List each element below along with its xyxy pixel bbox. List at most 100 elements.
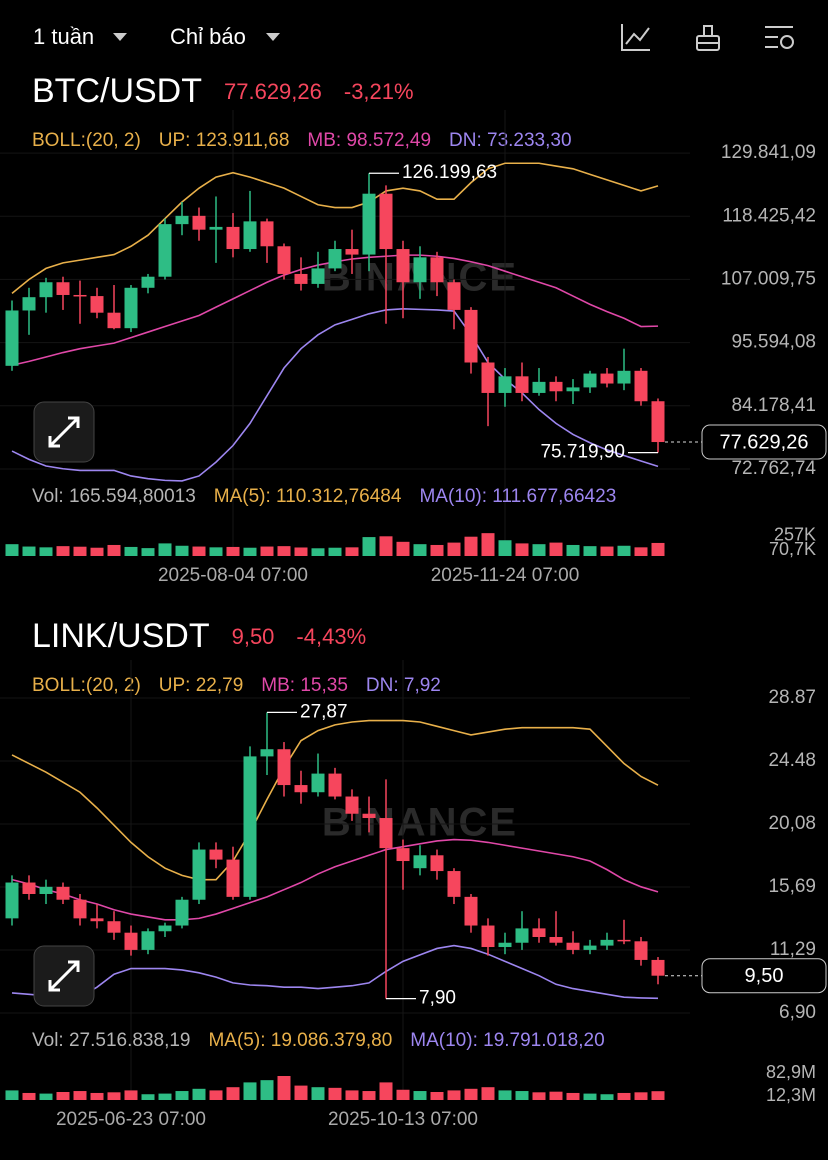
volume-bar [158,1093,172,1100]
date-label: 2025-06-23 07:00 [56,1109,206,1130]
volume-bar [617,545,631,556]
y-tick-label: 20,08 [768,813,816,834]
volume-bar [243,1082,257,1100]
last-price-tag-label: 77.629,26 [720,431,809,453]
volume-bar [379,1082,393,1100]
volume-bar [5,544,19,556]
candle-body [192,215,206,230]
chart-type-icon[interactable] [621,24,650,51]
volume-stat: Vol: 165.594,80013 [32,486,196,507]
volume-stat: MA(5): 19.086.379,80 [208,1030,392,1051]
candle-body [209,849,223,860]
volume-bar [39,547,53,556]
candle-body [532,381,546,393]
volume-bar [107,544,121,556]
pair-header: BTC/USDT 77.629,26 -3,21% [32,72,414,110]
candle-body [22,297,36,311]
candle-body [430,257,444,283]
candle-body [345,249,359,255]
volume-stats: Vol: 165.594,80013 MA(5): 110.312,76484 MA… [32,486,616,507]
volume-bar [90,547,104,556]
settings-icon[interactable] [765,26,794,49]
candle-body [396,848,410,862]
volume-bar [328,547,342,556]
volume-bar [328,1087,342,1100]
candle-body [481,925,495,948]
date-label: 2025-11-24 07:00 [431,565,580,586]
extreme-label: 126.199,63 [402,162,497,183]
volume-bar [209,1090,223,1100]
candle-body [532,928,546,937]
y-tick-label: 84.178,41 [731,395,816,416]
volume-bar [583,546,597,556]
boll-legend: BOLL:(20, 2) UP: 22,79 MB: 15,35 DN: 7,92 [32,675,441,696]
volume-bar [651,1091,665,1100]
last-price: 9,50 [232,624,275,649]
candle-body [56,282,70,295]
boll-name: BOLL:(20, 2) [32,130,141,151]
candle-body [515,376,529,393]
volume-bar [209,547,223,556]
volume-stat: MA(10): 19.791.018,20 [410,1030,604,1051]
volume-bar [430,1092,444,1100]
candle-body [260,221,274,247]
candle-body [294,273,308,284]
volume-bar [447,1090,461,1100]
candle-body [175,899,189,926]
y-tick-label: 6,90 [779,1002,816,1023]
candle-body [5,882,19,919]
draw-icon[interactable] [696,25,720,51]
volume-bar [73,1091,87,1100]
boll-value: UP: 22,79 [159,675,244,696]
candle-body [651,401,665,443]
volume-bar [481,533,495,556]
volume-bar [532,544,546,556]
volume-bar [56,546,70,556]
volume-bar [175,1091,189,1100]
volume-bar [430,544,444,556]
candle-body [379,818,393,849]
volume-bar [5,1090,19,1100]
candle-body [158,925,172,932]
volume-bar [141,1094,155,1100]
candle-body [464,309,478,363]
indicators-button[interactable]: Chỉ báo [170,24,280,49]
interval-button[interactable]: 1 tuần [33,24,127,49]
volume-bar [515,543,529,556]
candle-body [464,896,478,926]
candle-body [141,276,155,288]
boll-value: MB: 15,35 [261,675,348,696]
candle-body [634,941,648,960]
volume-bar [158,543,172,556]
volume-tick-label: 12,3M [766,1085,816,1105]
expand-button[interactable] [33,945,95,1007]
candle-body [243,221,257,250]
boll-line [11,944,659,1000]
boll-line [11,838,659,921]
candle-body [328,249,342,269]
volume-bar [464,1088,478,1100]
y-tick-label: 15,69 [768,876,816,897]
extreme-label: 27,87 [300,701,348,722]
volume-bar [39,1093,53,1100]
expand-button[interactable] [33,401,95,463]
volume-bar [481,1087,495,1100]
candle-body [566,942,580,950]
volume-bar [192,1088,206,1100]
volume-bar [22,1092,36,1100]
candle-body [498,376,512,393]
volume-bar [226,1087,240,1100]
volume-bar [345,547,359,556]
candle-body [481,362,495,393]
y-tick-label: 95.594,08 [731,332,816,353]
volume-bar [549,1091,563,1100]
y-tick-label: 107.009,75 [721,268,816,289]
boll-value: UP: 123.911,68 [159,130,290,151]
candle-body [515,928,529,943]
volume-bar [617,1092,631,1100]
candle-body [73,899,87,919]
candle-body [345,796,359,814]
volume-bar [243,547,257,556]
volume-bar [90,1092,104,1100]
